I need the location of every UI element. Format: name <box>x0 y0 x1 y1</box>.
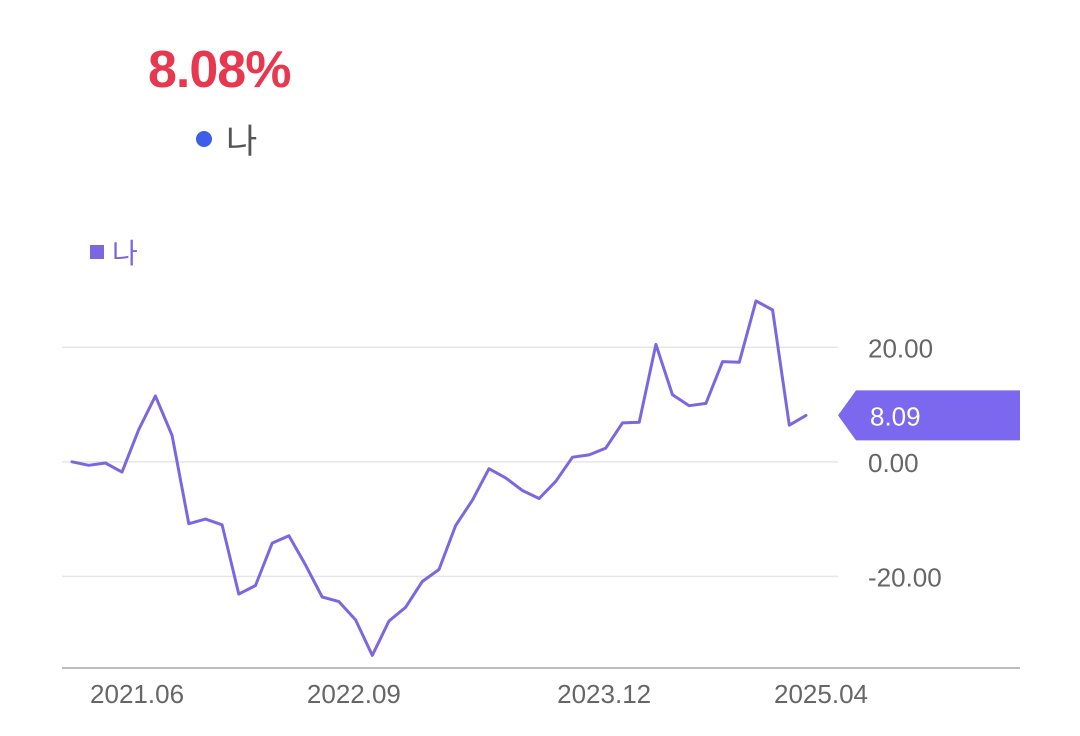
value-tag-label: 8.09 <box>870 401 921 431</box>
y-tick-label: -20.00 <box>868 562 942 592</box>
series-group <box>70 299 808 657</box>
current-value-tag: 8.09 <box>838 390 1020 441</box>
legend-square-icon <box>90 245 104 259</box>
x-tick-labels: 2021.06 2022.09 2023.12 2025.04 <box>90 679 868 709</box>
value-tag-shape <box>838 390 1020 441</box>
headline-value: 8.08% <box>148 41 291 99</box>
legend-dot-icon <box>196 130 212 147</box>
x-tick-label: 2022.09 <box>307 679 401 709</box>
x-tick-label: 2023.12 <box>557 679 651 709</box>
grid-lines <box>62 346 838 578</box>
y-tick-labels: 20.00 0.00 -20.00 <box>868 333 942 592</box>
y-tick-label: 0.00 <box>868 448 919 478</box>
top-legend[interactable]: 나 <box>196 114 257 163</box>
y-tick-label: 20.00 <box>868 333 933 363</box>
series-legend-label: 나 <box>112 237 138 270</box>
series-legend[interactable]: 나 <box>90 232 138 272</box>
top-legend-label: 나 <box>226 122 258 162</box>
x-tick-label: 2021.06 <box>90 679 184 709</box>
x-tick-label: 2025.04 <box>774 679 868 709</box>
series-line[interactable] <box>70 299 808 657</box>
